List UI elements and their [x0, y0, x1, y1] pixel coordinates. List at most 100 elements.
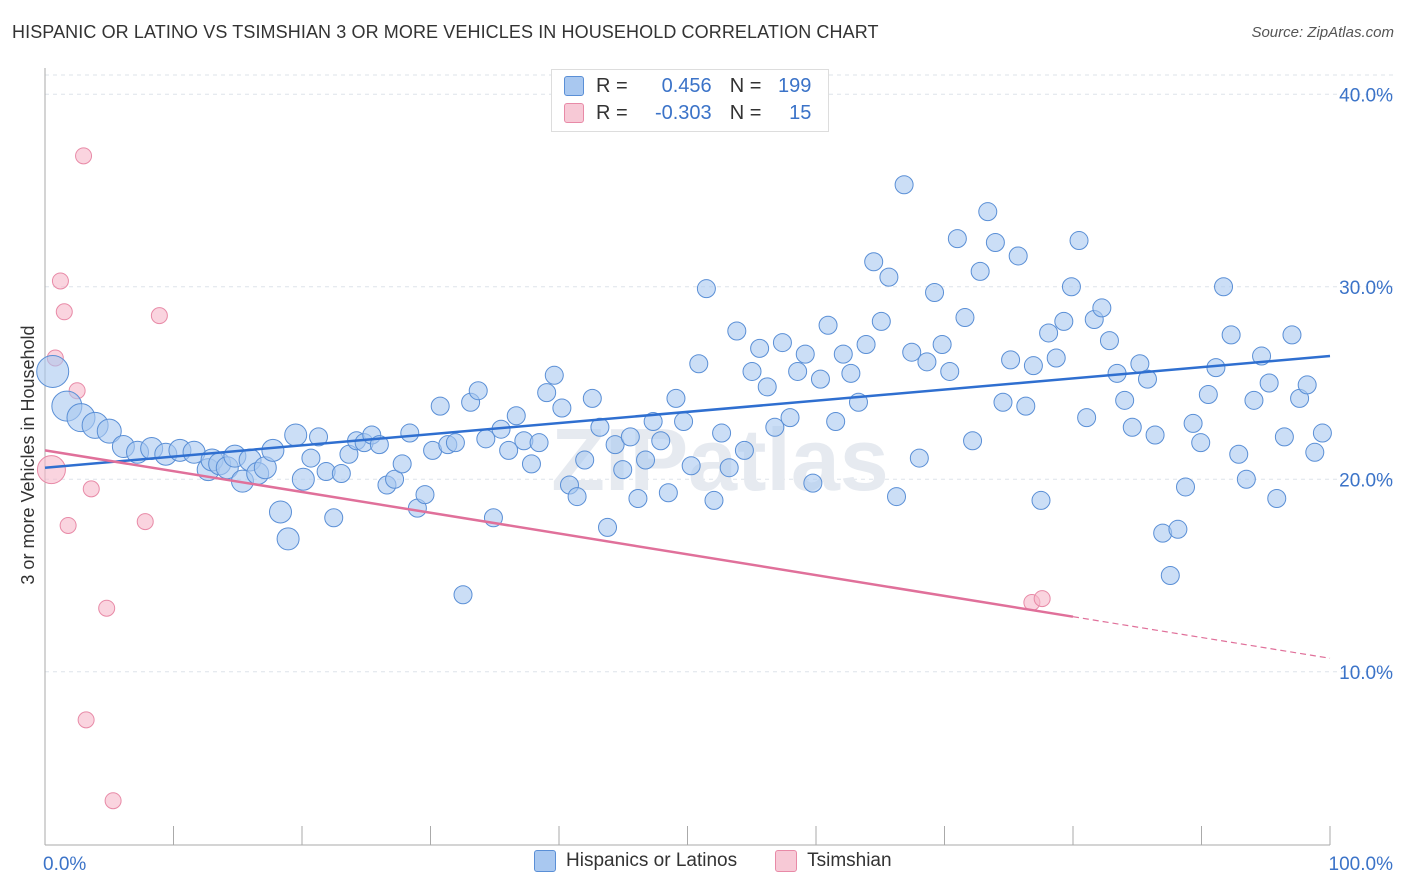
data-point-hispanic: [476, 429, 496, 449]
data-point-hispanic: [887, 487, 907, 507]
data-point-hispanic: [1214, 277, 1234, 297]
data-point-hispanic: [704, 490, 724, 510]
x-tick-label: 0.0%: [43, 854, 86, 875]
data-point-hispanic: [598, 517, 618, 537]
data-point-hispanic: [1191, 433, 1211, 453]
data-point-tsimshian: [150, 307, 168, 325]
legend-item-hispanic[interactable]: Hispanics or Latinos: [534, 850, 737, 872]
data-point-hispanic: [628, 489, 648, 508]
data-point-hispanic: [521, 454, 541, 474]
data-point-hispanic: [879, 267, 899, 287]
data-point-hispanic: [841, 363, 861, 383]
data-point-tsimshian: [77, 711, 95, 729]
data-point-hispanic: [96, 418, 122, 444]
data-point-hispanic: [276, 527, 300, 551]
data-point-hispanic: [826, 412, 846, 431]
data-point-hispanic: [1297, 375, 1317, 395]
data-point-hispanic: [385, 469, 405, 489]
data-point-hispanic: [1168, 519, 1188, 539]
data-point-hispanic: [871, 311, 891, 331]
data-point-hispanic: [1145, 425, 1165, 445]
data-point-hispanic: [1198, 385, 1218, 405]
axes: [44, 68, 1331, 846]
legend-item-tsimshian[interactable]: Tsimshian: [775, 850, 892, 872]
trend-lines: [44, 354, 1331, 659]
data-point-hispanic: [651, 431, 671, 451]
data-point-hispanic: [1008, 246, 1028, 266]
data-point-hispanic: [658, 483, 678, 503]
stats-row-hispanic: R = 0.456 N = 199: [564, 74, 811, 98]
data-point-hispanic: [1016, 396, 1036, 416]
gridlines: [45, 74, 1395, 673]
data-point-hispanic: [689, 354, 709, 374]
legend-label-hispanic: Hispanics or Latinos: [566, 850, 738, 871]
n-label: N =: [729, 101, 762, 124]
data-point-hispanic: [468, 381, 488, 401]
data-point-hispanic: [1115, 390, 1135, 410]
data-point-hispanic: [803, 473, 823, 493]
legend-label-tsimshian: Tsimshian: [807, 850, 892, 871]
data-point-hispanic: [552, 398, 572, 418]
y-tick-label: 10.0%: [1339, 663, 1393, 684]
data-point-hispanic: [772, 333, 792, 353]
data-point-hispanic: [750, 338, 770, 358]
stats-swatch-tsimshian: [564, 103, 584, 123]
data-point-hispanic: [674, 412, 694, 431]
data-point-hispanic: [331, 463, 351, 483]
data-point-hispanic: [734, 440, 754, 460]
data-point-hispanic: [727, 321, 747, 341]
data-point-hispanic: [582, 388, 602, 408]
x-tick-label: 100.0%: [1329, 854, 1394, 875]
stats-swatch-hispanic: [564, 76, 584, 96]
data-point-hispanic: [392, 454, 412, 474]
y-axis-label: 3 or more Vehicles in Household: [18, 325, 38, 584]
data-point-hispanic: [567, 487, 587, 507]
data-point-tsimshian: [59, 516, 77, 534]
data-point-hispanic: [932, 335, 952, 354]
data-point-tsimshian: [51, 272, 69, 290]
data-point-hispanic: [955, 308, 975, 328]
tick-labels: 10.0% 20.0% 30.0% 40.0% 0.0% 100.0%: [43, 85, 1393, 875]
data-point-hispanic: [1069, 231, 1089, 251]
data-point-hispanic: [613, 460, 633, 480]
data-point-hispanic: [453, 585, 473, 605]
data-point-hispanic: [833, 344, 853, 364]
data-point-hispanic: [1183, 413, 1203, 433]
data-point-hispanic: [681, 456, 701, 476]
data-point-hispanic: [1160, 566, 1180, 585]
n-value-tsimshian: 15: [789, 101, 812, 124]
data-point-hispanic: [1221, 325, 1241, 345]
data-point-hispanic: [757, 377, 777, 397]
r-label: R =: [596, 101, 628, 124]
data-point-tsimshian: [36, 455, 66, 485]
data-point-hispanic: [909, 448, 929, 468]
data-point-hispanic: [894, 175, 914, 195]
data-point-hispanic: [1054, 311, 1074, 331]
data-point-hispanic: [529, 433, 549, 453]
data-point-hispanic: [1259, 373, 1279, 393]
data-point-hispanic: [1236, 469, 1256, 489]
data-point-hispanic: [818, 315, 838, 335]
data-point-hispanic: [268, 500, 292, 524]
chart-title: HISPANIC OR LATINO VS TSIMSHIAN 3 OR MOR…: [12, 22, 879, 42]
data-point-hispanic: [537, 383, 557, 403]
data-point-hispanic: [620, 427, 640, 447]
r-label: R =: [596, 74, 628, 97]
legend: Hispanics or Latinos Tsimshian: [534, 850, 916, 872]
data-point-hispanic: [1077, 408, 1097, 428]
data-point-tsimshian: [1033, 590, 1051, 608]
data-point-hispanic: [788, 361, 808, 381]
data-point-hispanic: [284, 423, 308, 447]
data-point-hispanic: [636, 450, 656, 470]
data-point-hispanic: [970, 261, 990, 281]
data-point-hispanic: [544, 365, 564, 385]
data-point-hispanic: [947, 229, 967, 249]
data-point-tsimshian: [55, 303, 73, 321]
data-point-hispanic: [506, 406, 526, 426]
data-point-hispanic: [1274, 427, 1294, 447]
data-point-hispanic: [1092, 298, 1112, 318]
data-point-tsimshian: [104, 792, 122, 810]
data-point-hispanic: [917, 352, 937, 372]
data-point-hispanic: [643, 412, 663, 431]
